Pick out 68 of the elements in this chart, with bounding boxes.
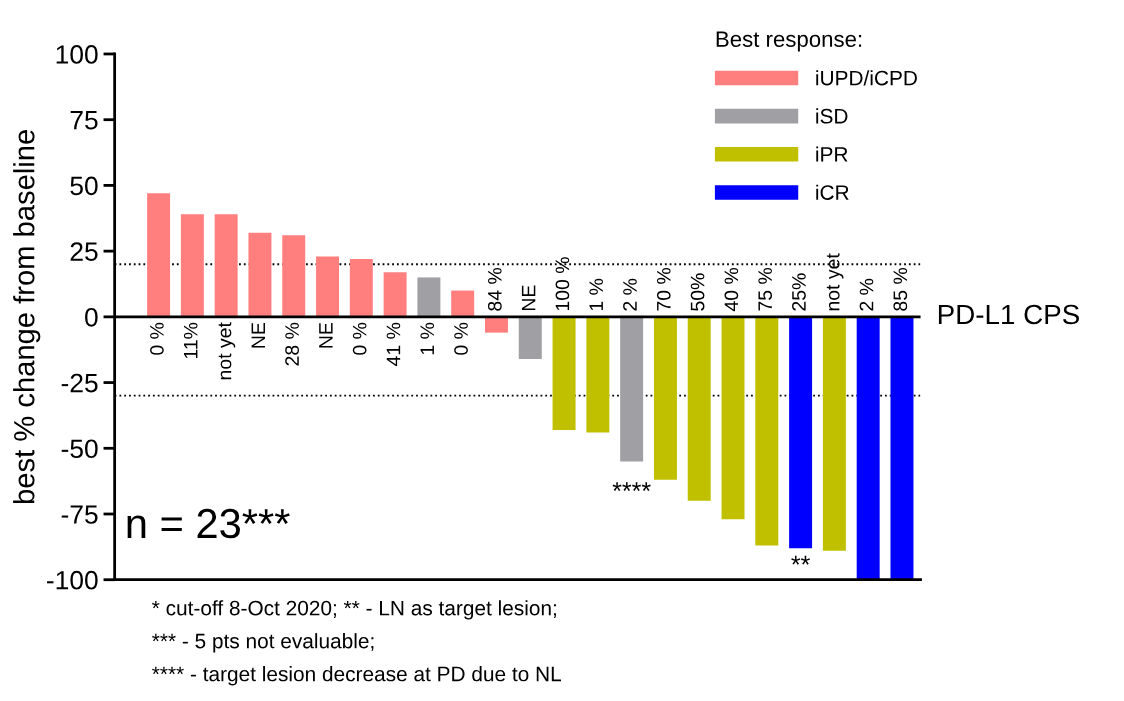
bar bbox=[687, 316, 711, 501]
x-tick-label: 2 % bbox=[623, 278, 637, 311]
bar bbox=[214, 214, 238, 317]
x-tick-label: 85 % bbox=[893, 267, 908, 311]
annotation: n = 23*** bbox=[127, 508, 290, 539]
x-tick-label: NE bbox=[319, 322, 333, 348]
legend-label: iPR bbox=[816, 146, 848, 162]
bar bbox=[789, 316, 813, 549]
bar bbox=[653, 316, 677, 480]
x-tick-label: 50% bbox=[690, 273, 705, 311]
bar bbox=[755, 316, 779, 546]
annotation: **** bbox=[612, 482, 651, 492]
y-tick-label: -50 bbox=[61, 439, 98, 459]
bar bbox=[417, 277, 441, 317]
bar bbox=[518, 316, 542, 359]
x-tick-label: 11% bbox=[183, 322, 198, 359]
bar bbox=[721, 316, 745, 520]
legend-label: iSD bbox=[816, 108, 848, 124]
bar bbox=[248, 232, 272, 317]
text: PD-L1 CPS bbox=[938, 304, 1079, 325]
x-tick-label: 2 % bbox=[859, 278, 874, 311]
x-tick-label: 70 % bbox=[656, 267, 671, 311]
x-tick-label: 41 % bbox=[386, 322, 401, 366]
bar bbox=[552, 316, 576, 430]
bar bbox=[856, 316, 880, 580]
bar bbox=[586, 316, 610, 433]
x-tick-label: 40 % bbox=[724, 267, 739, 312]
bar bbox=[484, 316, 508, 333]
x-tick-label: 75 % bbox=[758, 267, 773, 311]
text: **** - target lesion decrease at PD due to NL bbox=[152, 666, 561, 686]
bar bbox=[890, 316, 914, 580]
y-tick-label: -25 bbox=[61, 373, 98, 393]
y-tick-label: 75 bbox=[70, 111, 98, 130]
x-tick-label: NE bbox=[251, 322, 265, 348]
bar bbox=[822, 316, 846, 551]
x-tick-label: 100 % bbox=[555, 257, 570, 311]
x-tick-label: NE bbox=[521, 285, 536, 310]
x-tick-label: 0 % bbox=[150, 322, 164, 355]
y-axis-title: best % change from baseline bbox=[13, 130, 41, 504]
bar bbox=[620, 316, 644, 462]
bar bbox=[349, 259, 373, 317]
bar bbox=[451, 290, 475, 317]
x-tick-label: 0 % bbox=[454, 322, 468, 355]
bar bbox=[383, 272, 407, 317]
y-tick-label: 0 bbox=[85, 307, 98, 327]
y-tick-label: 25 bbox=[70, 242, 98, 261]
x-tick-label: not yet bbox=[218, 322, 236, 380]
text: *** - 5 pts not evaluable; bbox=[152, 633, 374, 653]
bar bbox=[316, 256, 340, 317]
x-tick-label: not yet bbox=[826, 253, 844, 311]
x-tick-label: 25% bbox=[792, 273, 806, 311]
annotation: ** bbox=[791, 555, 810, 565]
x-tick-label: 84 % bbox=[487, 267, 502, 311]
legend-title: Best response: bbox=[716, 31, 862, 52]
x-tick-label: 1 % bbox=[589, 278, 603, 311]
bar bbox=[147, 193, 171, 317]
legend-label: iUPD/iCPD bbox=[816, 70, 917, 86]
y-tick-label: -75 bbox=[61, 505, 98, 524]
x-tick-label: 1 % bbox=[420, 322, 435, 355]
bar bbox=[180, 214, 204, 317]
bar bbox=[282, 235, 306, 317]
y-tick-label: -100 bbox=[47, 570, 98, 590]
x-tick-label: 0 % bbox=[352, 322, 367, 355]
y-tick-label: 100 bbox=[56, 45, 98, 64]
y-tick-label: 50 bbox=[70, 176, 98, 196]
text: * cut-off 8-Oct 2020; ** - LN as target lesion; bbox=[152, 600, 556, 620]
legend-label: iCR bbox=[816, 184, 849, 200]
x-tick-label: 28 % bbox=[285, 322, 299, 366]
